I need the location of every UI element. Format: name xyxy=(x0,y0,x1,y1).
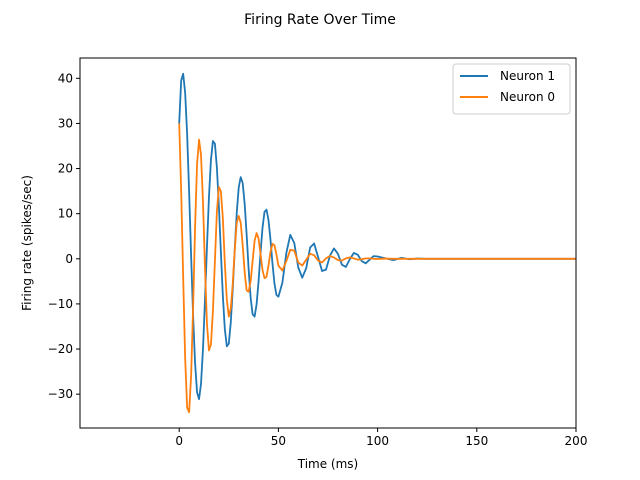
x-tick-label: 50 xyxy=(271,434,286,448)
x-tick-label: 0 xyxy=(175,434,183,448)
y-axis-label: Firing rate (spikes/sec) xyxy=(20,175,34,311)
x-tick-label: 100 xyxy=(366,434,389,448)
y-tick-label: 0 xyxy=(65,252,73,266)
x-axis-label: Time (ms) xyxy=(297,457,359,471)
x-axis: 0 50 100 150 200 xyxy=(175,428,587,448)
series-line-neuron-1 xyxy=(178,72,576,401)
legend-label-neuron-1: Neuron 1 xyxy=(500,69,555,83)
y-tick-label: 40 xyxy=(58,71,73,85)
y-tick-label: 20 xyxy=(58,162,73,176)
y-tick-label: 30 xyxy=(58,116,73,130)
chart-title: Firing Rate Over Time xyxy=(244,12,396,28)
y-tick-label: −30 xyxy=(48,387,73,401)
x-tick-label: 150 xyxy=(465,434,488,448)
axes-frame xyxy=(79,57,577,429)
y-tick-label: −20 xyxy=(48,342,73,356)
y-axis: −30 −20 −10 0 10 20 30 40 xyxy=(48,71,80,401)
legend-label-neuron-0: Neuron 0 xyxy=(500,90,555,104)
plot-lines xyxy=(178,72,576,414)
y-tick-label: 10 xyxy=(58,207,73,221)
legend: Neuron 1 Neuron 0 xyxy=(452,63,571,115)
x-tick-label: 200 xyxy=(565,434,588,448)
y-tick-label: −10 xyxy=(48,297,73,311)
series-line-neuron-0 xyxy=(178,123,576,414)
